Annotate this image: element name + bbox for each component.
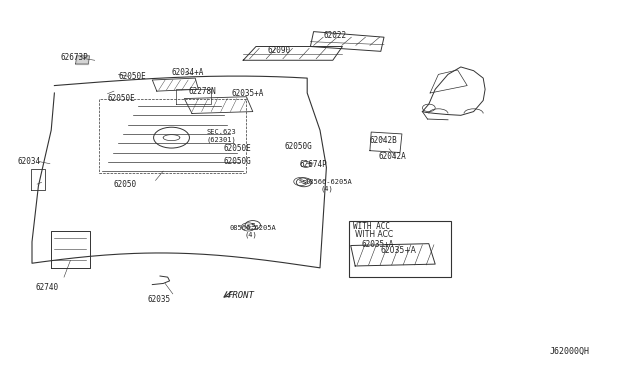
Text: 62673P: 62673P [61, 53, 88, 62]
Text: S: S [246, 224, 250, 230]
Text: 62050: 62050 [114, 180, 137, 189]
Text: (4): (4) [320, 186, 333, 192]
Text: J62000QH: J62000QH [549, 347, 589, 356]
Text: 62035+A: 62035+A [362, 240, 394, 249]
Text: 62042A: 62042A [379, 153, 406, 161]
Text: (62301): (62301) [206, 136, 236, 143]
Text: 62050E: 62050E [118, 72, 146, 81]
Text: (4): (4) [244, 232, 257, 238]
Text: 62278N: 62278N [189, 87, 216, 96]
Text: 62034+A: 62034+A [172, 68, 204, 77]
Text: 62740: 62740 [35, 283, 58, 292]
Text: 62042B: 62042B [370, 136, 397, 145]
Bar [349, 221, 451, 277]
Text: 62035: 62035 [147, 295, 170, 304]
Text: 08566-6205A: 08566-6205A [229, 225, 276, 231]
Text: 62050G: 62050G [285, 142, 312, 151]
Text: 62034: 62034 [18, 157, 41, 166]
Text: FRONT: FRONT [227, 291, 254, 300]
Text: WITH ACC: WITH ACC [355, 230, 394, 238]
Text: 62035+A: 62035+A [232, 89, 264, 97]
Text: 62035+A: 62035+A [381, 246, 417, 254]
Text: WITH ACC: WITH ACC [353, 222, 390, 231]
Text: S: S [301, 180, 307, 185]
Text: SEC.623: SEC.623 [206, 129, 236, 135]
Text: S: S [250, 222, 255, 228]
Text: 62022: 62022 [323, 31, 346, 40]
Text: 08566-6205A: 08566-6205A [306, 179, 353, 185]
Text: 62674P: 62674P [300, 160, 327, 169]
Text: 62050E: 62050E [108, 94, 135, 103]
Text: 62050G: 62050G [224, 157, 252, 166]
Text: 62090: 62090 [268, 46, 291, 55]
Text: 62050E: 62050E [224, 144, 252, 153]
Text: S: S [299, 179, 303, 184]
